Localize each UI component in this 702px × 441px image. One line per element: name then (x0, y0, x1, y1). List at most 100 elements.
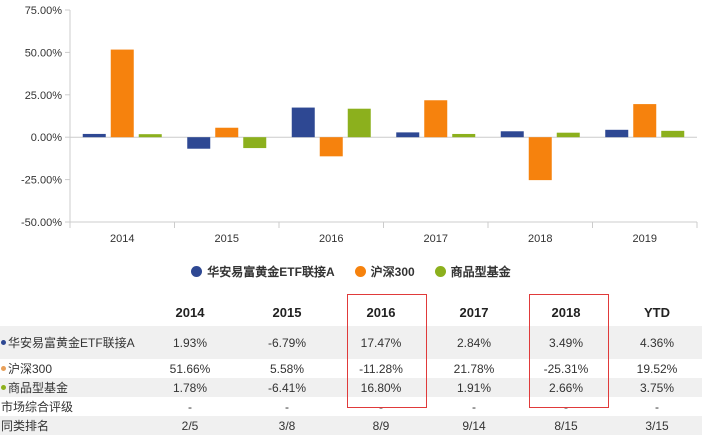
row-label-commodity: 商品型基金 (0, 378, 140, 397)
bar-series-3-2018[interactable] (556, 132, 580, 138)
bar-series-2-2016[interactable] (319, 137, 343, 157)
performance-table-wrap: 2014 2015 2016 2017 2018 YTD 华安易富黄金ETF联接… (0, 298, 702, 435)
legend-item-csi300[interactable]: 沪深300 (354, 263, 415, 280)
legend-dot-gold-etf (191, 265, 203, 277)
table-cell: 3.75% (612, 378, 702, 397)
table-cell: 21.78% (453, 361, 495, 376)
row-label-rating: 市场综合评级 (1, 399, 74, 414)
bullet-icon (1, 384, 6, 390)
table-cell: 19.52% (636, 361, 678, 376)
table-row: 市场综合评级 - - - - - - (0, 397, 702, 416)
table-cell: -11.28% (359, 361, 403, 376)
legend-dot-csi300 (354, 265, 366, 277)
x-axis: 2014 2015 2016 2017 2018 2019 (69, 136, 698, 245)
header-cell-2018: 2018 (551, 304, 581, 320)
x-tick-label: 2019 (633, 233, 657, 245)
x-tick-label: 2016 (319, 233, 343, 245)
table-cell: - (379, 399, 383, 414)
table-cell: 5.58% (269, 361, 305, 376)
legend: 华安易富黄金ETF联接A 沪深300 商品型基金 (0, 262, 702, 280)
bar-series-3-2015[interactable] (243, 137, 267, 149)
table-cell: 1.91% (428, 378, 520, 397)
y-tick-label: -25.00% (21, 175, 62, 187)
table-cell: 2/5 (140, 416, 240, 435)
bar-series-1-2017[interactable] (396, 132, 420, 138)
header-cell-2016: 2016 (366, 304, 396, 320)
bars (82, 49, 685, 181)
bar-series-2-2019[interactable] (633, 104, 657, 138)
header-cell-2015: 2015 (272, 304, 302, 320)
y-tick-label: 25.00% (25, 90, 63, 102)
table-cell: 1.78% (140, 378, 240, 397)
table-cell: - (188, 399, 192, 414)
table-cell: 3/15 (612, 416, 702, 435)
table-cell: -6.79% (240, 326, 334, 359)
table-cell: - (285, 399, 289, 414)
bar-series-1-2015[interactable] (187, 137, 211, 149)
table-cell: 1.93% (140, 326, 240, 359)
table-cell: 2.84% (428, 326, 520, 359)
table-cell: 8/15 (520, 416, 612, 435)
row-label-csi300: 沪深300 (0, 359, 140, 378)
table-cell: -25.31% (543, 361, 589, 376)
legend-label-csi300: 沪深300 (370, 264, 415, 279)
bullet-icon (1, 365, 6, 371)
y-tick-label: 75.00% (25, 5, 63, 17)
bar-series-1-2019[interactable] (605, 129, 629, 138)
bar-series-1-2018[interactable] (500, 131, 524, 138)
header-cell-ytd: YTD (644, 304, 670, 320)
table-cell: 4.36% (612, 326, 702, 359)
x-tick-label: 2015 (215, 233, 239, 245)
bar-series-3-2019[interactable] (661, 130, 685, 138)
bar-series-1-2014[interactable] (82, 133, 106, 138)
y-tick-label: -50.00% (21, 217, 62, 229)
bar-series-2-2017[interactable] (424, 100, 448, 138)
table-row: 同类排名 2/5 3/8 8/9 9/14 8/15 3/15 (0, 416, 702, 435)
table-row: 商品型基金 1.78% -6.41% 16.80% 1.91% 2.66% 3.… (0, 378, 702, 397)
table-cell: 3/8 (240, 416, 334, 435)
header-cell-empty (0, 298, 140, 326)
table-cell: - (472, 399, 476, 414)
y-axis: 75.00% 50.00% 25.00% 0.00% -25.00% -50.00% (21, 5, 71, 229)
table-header-row: 2014 2015 2016 2017 2018 YTD (0, 298, 702, 326)
bar-series-2-2015[interactable] (215, 127, 239, 138)
table-row: 沪深300 51.66% 5.58% -11.28% 21.78% -25.31… (0, 359, 702, 378)
table-cell: 16.80% (334, 378, 428, 397)
row-label-text: 商品型基金 (8, 380, 69, 395)
header-cell-2017: 2017 (459, 304, 489, 320)
bar-series-3-2014[interactable] (138, 134, 162, 138)
bar-series-3-2016[interactable] (347, 108, 371, 138)
x-tick-label: 2017 (424, 233, 448, 245)
y-tick-label: 50.00% (25, 47, 63, 59)
row-label-text: 华安易富黄金ETF联接A (8, 335, 135, 350)
x-tick-label: 2014 (110, 233, 134, 245)
x-tick-label: 2018 (528, 233, 552, 245)
legend-label-commodity: 商品型基金 (450, 264, 511, 279)
table-cell: 2.66% (520, 378, 612, 397)
bar-series-2-2018[interactable] (528, 137, 552, 181)
bar-series-1-2016[interactable] (291, 107, 315, 138)
header-cell-2014: 2014 (175, 304, 205, 320)
table-cell: 17.47% (334, 326, 428, 359)
bar-series-3-2017[interactable] (452, 133, 476, 138)
row-label-text: 沪深300 (8, 361, 53, 376)
table-cell: 8/9 (334, 416, 428, 435)
table-cell: - (655, 399, 659, 414)
table-cell: -6.41% (240, 378, 334, 397)
bar-chart: 75.00% 50.00% 25.00% 0.00% -25.00% -50.00% 20… (21, 5, 698, 245)
bar-series-2-2014[interactable] (110, 49, 134, 138)
table-cell: 3.49% (520, 326, 612, 359)
performance-table: 2014 2015 2016 2017 2018 YTD 华安易富黄金ETF联接… (0, 298, 702, 435)
bullet-icon (1, 339, 6, 345)
y-tick-label: 0.00% (31, 132, 62, 144)
legend-label-gold-etf: 华安易富黄金ETF联接A (207, 264, 335, 279)
legend-item-commodity[interactable]: 商品型基金 (434, 263, 511, 280)
row-label-rank: 同类排名 (0, 416, 140, 435)
table-cell: 9/14 (428, 416, 520, 435)
legend-item-gold-etf[interactable]: 华安易富黄金ETF联接A (191, 263, 335, 280)
table-cell: - (564, 399, 568, 414)
legend-dot-commodity (434, 265, 446, 277)
table-cell: 51.66% (169, 361, 211, 376)
table-row: 华安易富黄金ETF联接A 1.93% -6.79% 17.47% 2.84% 3… (0, 326, 702, 359)
row-label-gold-etf: 华安易富黄金ETF联接A (0, 326, 140, 359)
